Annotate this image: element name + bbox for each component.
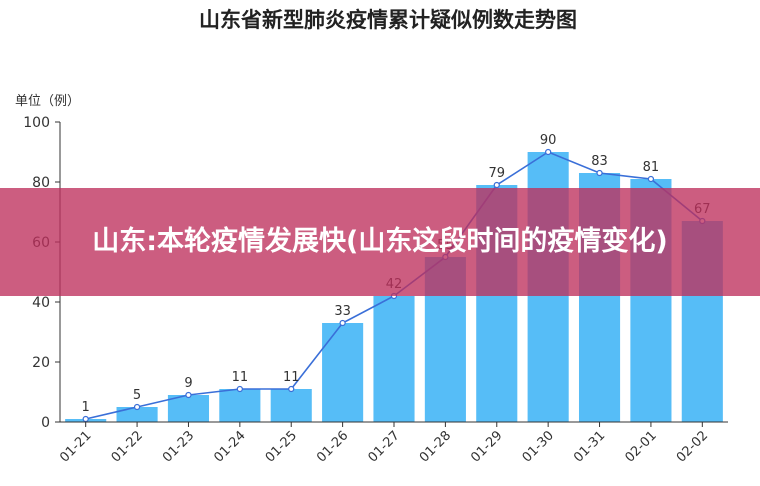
x-tick-label: 01-26 [314, 428, 351, 465]
x-tick-label: 01-29 [468, 428, 505, 465]
line-point-01-26 [339, 319, 346, 327]
line-point-01-21 [82, 415, 89, 423]
x-tick-label: 01-22 [109, 428, 146, 465]
bar-01-23 [167, 395, 210, 422]
y-axis-unit-label: 单位（例） [15, 94, 80, 109]
data-label-01-26: 33 [334, 304, 351, 319]
y-tick-label: 80 [32, 175, 50, 191]
bar-01-24 [219, 389, 261, 422]
data-label-01-30: 90 [540, 133, 557, 148]
x-tick-label: 01-30 [520, 428, 557, 465]
x-tick-label: 01-31 [571, 428, 608, 465]
line-point-01-30 [545, 148, 552, 156]
line-point-01-22 [133, 403, 141, 411]
data-label-02-01: 81 [643, 160, 660, 175]
data-label-01-31: 83 [591, 154, 608, 169]
trend-line [82, 148, 706, 423]
bar-01-27 [373, 296, 415, 422]
chart-title: 山东省新型肺炎疫情累计疑似例数走势图 [199, 8, 577, 32]
data-label-01-25: 11 [283, 370, 300, 385]
x-tick-label: 01-23 [160, 428, 197, 465]
y-tick-label: 0 [41, 415, 50, 431]
data-label-01-23: 9 [184, 376, 192, 391]
x-axis-ticks: 01-21 01-22 01-23 01-24 01-25 01-26 01-27 01-28… [57, 422, 711, 466]
line-point-01-29 [493, 181, 500, 189]
data-label-01-22: 5 [133, 388, 141, 403]
line-point-01-23 [185, 391, 192, 399]
x-tick-label: 02-02 [674, 428, 711, 465]
x-tick-label: 01-24 [211, 428, 248, 465]
line-point-02-01 [647, 175, 655, 183]
line-point-01-25 [288, 385, 295, 393]
y-tick-label: 20 [32, 355, 50, 371]
data-label-01-24: 11 [232, 370, 249, 385]
x-tick-label: 01-21 [57, 428, 94, 465]
data-label-01-29: 79 [488, 166, 505, 181]
line-point-01-31 [596, 169, 603, 177]
data-label-01-21: 1 [82, 400, 90, 415]
x-tick-label: 01-28 [417, 428, 454, 465]
x-tick-label: 02-01 [622, 428, 659, 465]
bar-01-25 [270, 389, 312, 422]
bar-01-26 [322, 323, 364, 422]
line-point-01-24 [236, 385, 243, 393]
x-tick-label: 01-25 [263, 428, 300, 465]
overlay-banner: 山东:本轮疫情发展快(山东这段时间的疫情变化) [0, 188, 760, 296]
y-tick-label: 40 [32, 295, 50, 311]
x-tick-label: 01-27 [366, 428, 403, 465]
bar-01-22 [116, 407, 158, 422]
y-tick-label: 100 [23, 115, 50, 131]
banner-text: 山东:本轮疫情发展快(山东这段时间的疫情变化) [92, 226, 668, 257]
